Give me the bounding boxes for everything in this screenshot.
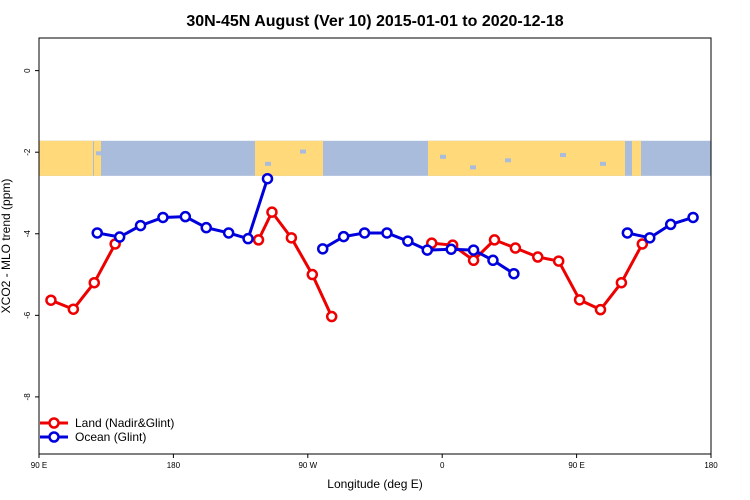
series-1-segment-0 (96, 178, 269, 241)
map-coast-4 (470, 165, 476, 170)
y-tick-label-4: -8 (23, 393, 32, 401)
map-land-1 (94, 140, 101, 176)
series-0-point-2-8 (594, 303, 607, 316)
x-axis-label: Longitude (deg E) (327, 477, 422, 491)
x-tick-label-1: 180 (167, 461, 181, 470)
map-coast-1 (265, 161, 271, 166)
series-0-point-1-2 (285, 232, 298, 244)
series-1-point-1-2 (358, 227, 371, 239)
y-tick-label-1: -2 (23, 148, 32, 156)
chart-title: 30N-45N August (Ver 10) 2015-01-01 to 20… (186, 13, 563, 30)
series-1-point-1-0 (316, 243, 329, 255)
series-layer (45, 172, 699, 323)
series-1-point-1-4 (402, 235, 414, 247)
series-1-point-1-9 (508, 267, 520, 280)
map-coast-0 (96, 151, 102, 156)
map-coast-2 (300, 149, 306, 154)
series-1-segment-1 (321, 231, 515, 275)
series-0-point-2-3 (488, 234, 501, 246)
series-1-point-0-5 (200, 221, 213, 234)
series-1 (91, 172, 699, 280)
series-1-point-0-3 (157, 211, 169, 224)
world-map-band (39, 140, 711, 176)
series-1-point-2-0 (621, 227, 634, 239)
series-1-point-2-2 (664, 218, 677, 231)
plot-frame (38, 37, 712, 455)
map-land-4 (632, 140, 641, 176)
map-land-2 (255, 140, 323, 176)
series-0-segment-1 (257, 210, 334, 318)
series-0-point-1-4 (325, 310, 338, 323)
series-0-point-2-4 (509, 242, 522, 254)
series-0-point-2-7 (573, 294, 586, 306)
legend: Land (Nadir&Glint) Ocean (Glint) (40, 416, 174, 444)
y-tick-label-0: 0 (23, 68, 32, 73)
series-0-point-1-1 (266, 206, 278, 218)
series-1-point-1-8 (487, 254, 499, 267)
series-1-point-0-4 (179, 210, 192, 223)
series-1-point-0-7 (242, 232, 254, 245)
series-0-point-2-9 (615, 276, 628, 289)
series-1-point-0-1 (113, 231, 126, 243)
x-tick-label-4: 90 E (568, 461, 584, 470)
series-0-point-0-2 (88, 276, 101, 289)
series-1-segment-2 (627, 216, 694, 240)
map-coast-6 (560, 153, 566, 158)
legend-land-label: Land (Nadir&Glint) (75, 416, 174, 430)
series-1-point-1-3 (381, 227, 393, 239)
x-tick-label-3: 0 (440, 461, 445, 470)
legend-ocean-label: Ocean (Glint) (75, 430, 146, 444)
x-tick-label-5: 180 (704, 461, 718, 470)
series-1-point-0-0 (91, 227, 103, 239)
series-1-point-0-8 (261, 172, 274, 185)
map-coast-7 (600, 161, 606, 166)
x-tick-label-0: 90 E (31, 461, 47, 470)
series-0-point-2-6 (552, 255, 565, 267)
series-0-point-2-2 (467, 254, 480, 267)
series-0-point-1-3 (306, 268, 319, 281)
series-1-point-1-1 (337, 230, 350, 243)
map-land-3 (428, 140, 625, 176)
x-tick-label-2: 90 W (298, 461, 317, 470)
series-0-point-0-1 (67, 303, 80, 315)
series-1-point-1-6 (445, 243, 457, 256)
series-1-point-1-7 (467, 244, 480, 256)
y-tick-label-3: -6 (23, 311, 32, 319)
map-coast-5 (505, 158, 511, 163)
y-tick-label-2: -4 (23, 230, 32, 238)
series-1-point-0-6 (222, 227, 235, 239)
x-axis: 90 E 180 90 W 0 90 E 180 (31, 454, 718, 470)
series-0-point-2-5 (532, 251, 544, 263)
series-0-segment-0 (50, 243, 117, 311)
series-1-point-2-1 (644, 232, 656, 244)
series-1-point-2-3 (687, 211, 699, 224)
series-1-point-1-5 (421, 244, 434, 256)
y-axis-label: XCO2 - MLO trend (ppm) (0, 179, 13, 314)
legend-land-marker (48, 417, 60, 429)
series-0-point-0-0 (45, 294, 57, 306)
series-0-point-1-0 (252, 234, 265, 246)
legend-ocean-marker (48, 431, 60, 443)
series-0-point-2-10 (636, 238, 649, 250)
series-1-point-0-2 (134, 219, 147, 232)
map-land-0 (39, 140, 93, 176)
map-coast-3 (440, 154, 446, 159)
y-axis: 0 -2 -4 -6 -8 (23, 68, 39, 401)
